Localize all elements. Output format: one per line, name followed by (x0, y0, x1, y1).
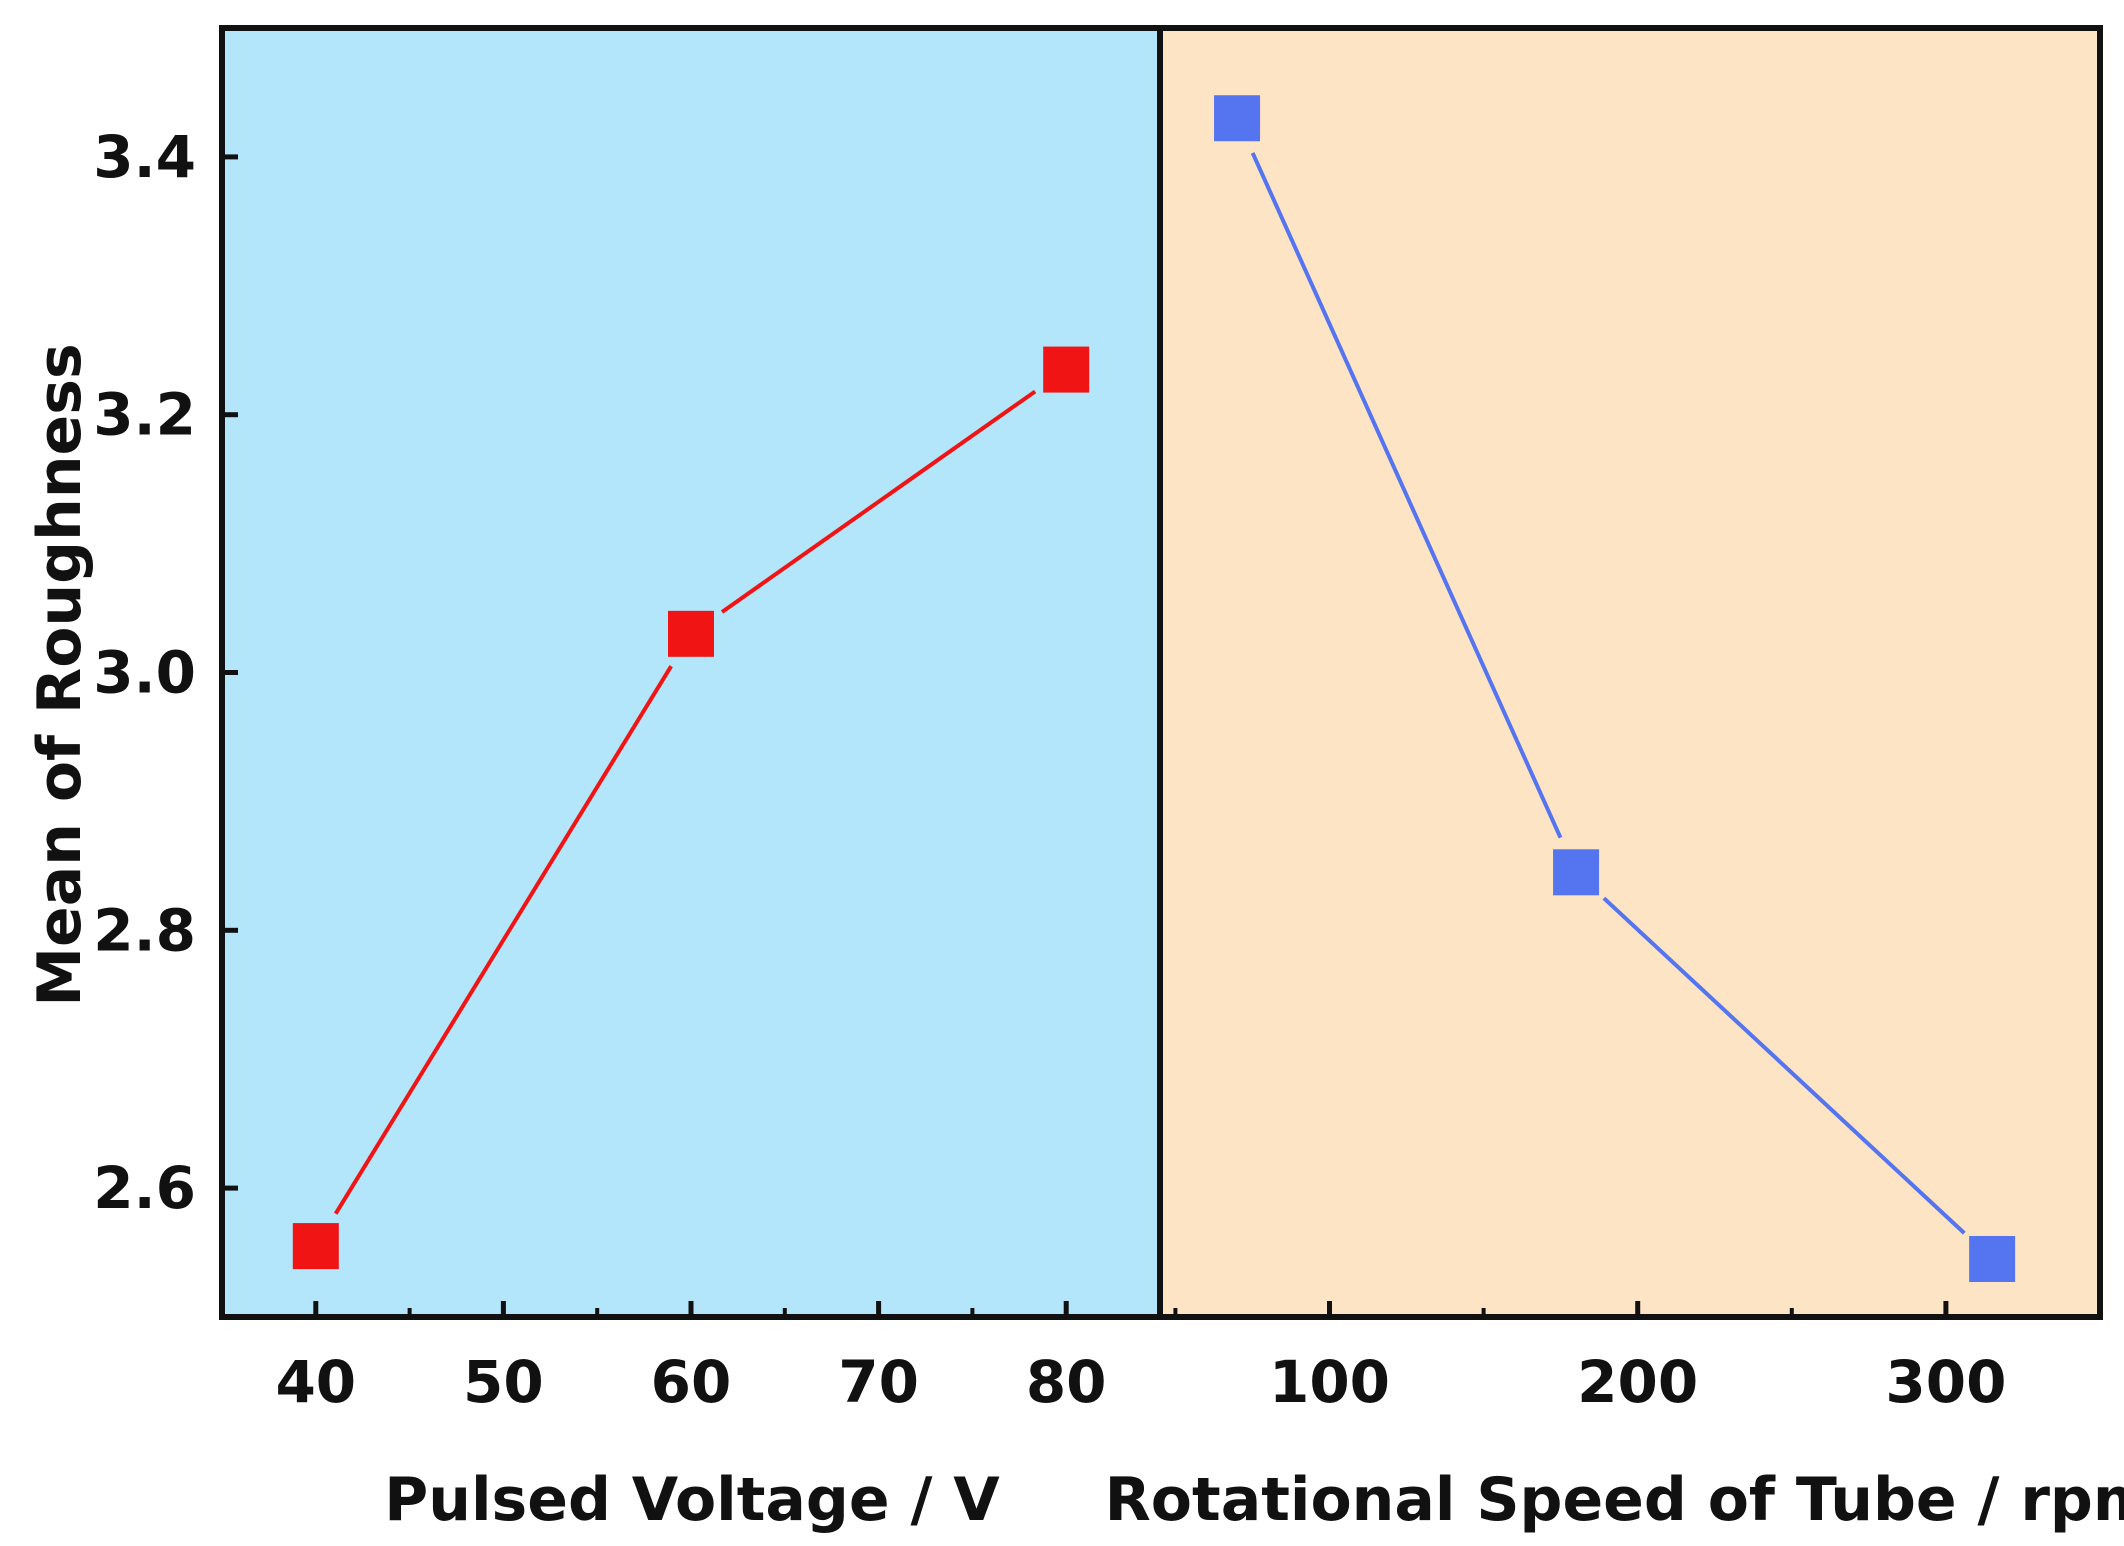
voltage-x-axis-title: Pulsed Voltage / V (384, 1465, 1000, 1535)
speed-panel-background (1160, 28, 2100, 1317)
series-line-segment (333, 665, 673, 1215)
y-axis-title: Mean of Roughness (25, 343, 95, 1006)
y-tick-label: 3.4 (93, 123, 196, 191)
x-tick-label: 60 (651, 1348, 732, 1416)
speed-series (1214, 95, 2016, 1282)
x-tick-label: 40 (275, 1348, 356, 1416)
series-line-segment (720, 389, 1037, 614)
x-tick-label: 200 (1577, 1348, 1698, 1416)
data-point (1969, 1235, 2016, 1282)
x-tick-label: 100 (1269, 1348, 1390, 1416)
y-tick-label: 2.6 (93, 1154, 196, 1222)
y-tick-label: 2.8 (93, 896, 196, 964)
series-line-segment (1250, 152, 1563, 839)
data-point (1214, 95, 1261, 142)
series-line-segment (1602, 896, 1966, 1235)
x-tick-label: 80 (1026, 1348, 1107, 1416)
data-point (1043, 346, 1090, 393)
y-tick-label: 3.0 (93, 639, 196, 707)
speed-x-axis-ticks: 100 200 300 (1173, 1301, 2102, 1416)
data-point (1553, 849, 1600, 896)
data-point (668, 610, 714, 657)
y-axis-ticks: 2.6 2.8 3.0 3.2 3.4 (93, 123, 238, 1222)
y-tick-label: 3.2 (93, 381, 196, 449)
voltage-panel-background (222, 28, 1160, 1317)
x-tick-label: 50 (463, 1348, 544, 1416)
voltage-x-axis-ticks: 40 50 60 70 80 (220, 1301, 1162, 1416)
speed-x-axis-title: Rotational Speed of Tube / rpm (1105, 1465, 2124, 1535)
data-point (292, 1223, 339, 1270)
speed-panel-frame (1157, 25, 2103, 1320)
voltage-series (292, 346, 1090, 1270)
x-tick-label: 300 (1885, 1348, 2006, 1416)
x-tick-label: 70 (838, 1348, 919, 1416)
